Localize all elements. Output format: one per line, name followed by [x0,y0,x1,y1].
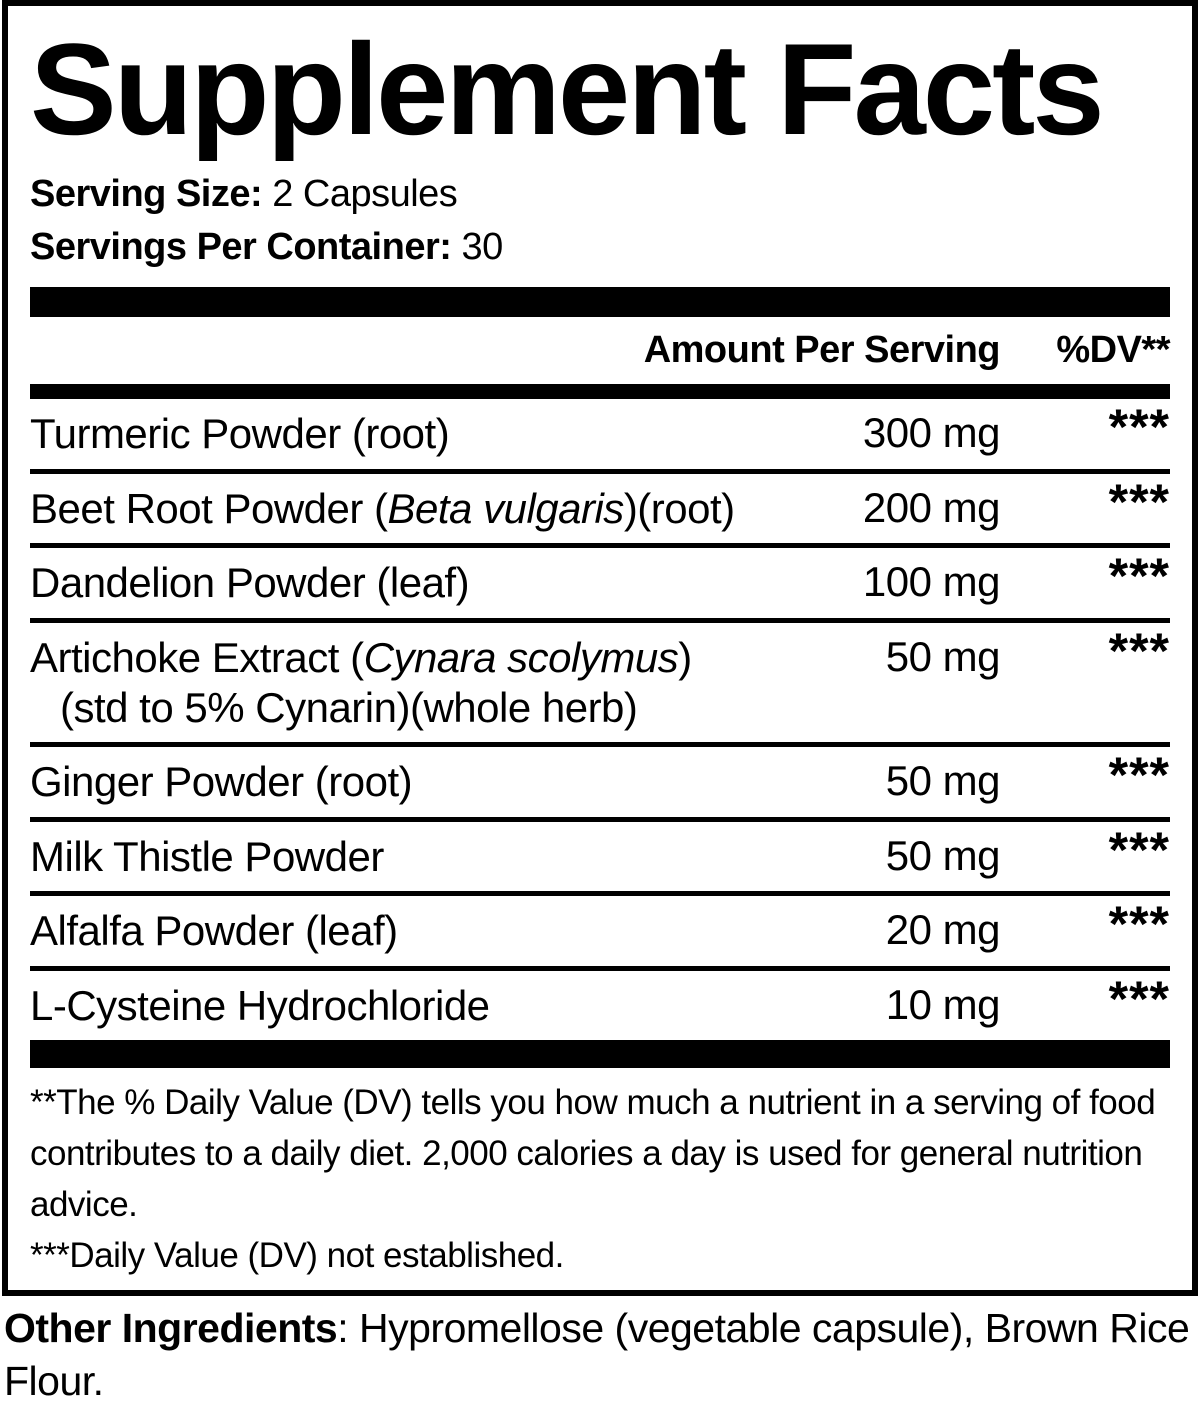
supplement-facts-panel: Supplement Facts Serving Size: 2 Capsule… [2,0,1198,1296]
table-header-row: Amount Per Serving %DV** [30,317,1171,384]
other-ingredients-value: : Hypromellose (vegetable capsule), Brow… [4,1305,1190,1405]
ingredient-name-text: Milk Thistle Powder [30,832,384,880]
ingredient-name-text: Artichoke Extract ( [30,634,364,682]
table-row: Turmeric Powder (root) 300 mg *** [30,399,1170,474]
other-ingredients: Other Ingredients: Hypromellose (vegetab… [4,1302,1194,1409]
ingredient-dv: *** [1108,399,1170,456]
servings-per-container-line: Servings Per Container: 30 [30,221,1170,274]
ingredient-botanical-name: Beta vulgaris [387,484,625,532]
ingredient-amount: 50 mg [885,633,1001,681]
ingredient-amount: 10 mg [885,980,1001,1028]
ingredient-name-text: Dandelion Powder (leaf) [30,559,470,607]
ingredient-name-line2: (std to 5% Cynarin)(whole herb) [60,683,638,731]
ingredient-name-text: Turmeric Powder (root) [30,410,450,458]
ingredient-name-text: Ginger Powder (root) [30,758,413,806]
ingredient-dv: *** [1108,896,1170,953]
table-row: Ginger Powder (root) 50 mg *** [30,747,1170,822]
ingredient-botanical-name: Cynara scolymus [363,634,679,682]
servings-per-container-label: Servings Per Container: [30,226,452,269]
ingredient-name: Alfalfa Powder (leaf) [30,906,840,956]
ingredient-amount: 300 mg [862,409,1001,457]
ingredient-dv: *** [1108,970,1170,1027]
other-ingredients-label: Other Ingredients [4,1305,338,1351]
ingredient-name-suffix: ) [678,634,692,682]
ingredient-name-suffix: )(root) [623,484,735,532]
ingredient-name: L-Cysteine Hydrochloride [30,981,840,1031]
ingredient-amount: 50 mg [885,831,1001,879]
table-row: Milk Thistle Powder 50 mg *** [30,822,1170,897]
table-row: Artichoke Extract (Cynara scolymus) (std… [30,623,1170,748]
amount-per-serving-header: Amount Per Serving [643,329,1001,372]
percent-dv-header: %DV** [1056,329,1170,372]
servings-per-container-value: 30 [451,226,503,269]
divider-bar-top [30,287,1170,318]
table-row: Dandelion Powder (leaf) 100 mg *** [30,548,1170,624]
ingredient-name: Milk Thistle Powder [30,832,840,882]
not-established-footnote: ***Daily Value (DV) not established. [30,1235,564,1275]
serving-size-label: Serving Size: [30,173,263,215]
table-row: Beet Root Powder (Beta vulgaris)(root) 2… [30,474,1170,549]
ingredient-table: Turmeric Powder (root) 300 mg *** Beet R… [30,399,1170,1040]
ingredient-name: Turmeric Powder (root) [30,409,840,459]
ingredient-amount: 100 mg [862,558,1001,606]
ingredient-amount: 50 mg [885,757,1001,805]
ingredient-name-text: Beet Root Powder ( [30,484,388,532]
table-row: L-Cysteine Hydrochloride 10 mg *** [30,971,1170,1041]
ingredient-name: Ginger Powder (root) [30,757,840,807]
ingredient-dv: *** [1108,623,1170,680]
ingredient-dv: *** [1108,747,1170,804]
daily-value-footnote: **The % Daily Value (DV) tells you how m… [30,1083,1156,1224]
ingredient-dv: *** [1108,548,1170,605]
ingredient-name: Artichoke Extract (Cynara scolymus) (std… [30,633,840,732]
ingredient-amount: 20 mg [885,906,1001,954]
footnotes: **The % Daily Value (DV) tells you how m… [30,1068,1170,1281]
ingredient-dv: *** [1108,473,1170,530]
table-row: Alfalfa Powder (leaf) 20 mg *** [30,896,1170,971]
ingredient-name-text: Alfalfa Powder (leaf) [30,907,398,955]
ingredient-dv: *** [1108,821,1170,878]
ingredient-name-text: L-Cysteine Hydrochloride [30,981,490,1029]
divider-bar-header [30,384,1170,400]
serving-size-line: Serving Size: 2 Capsules [30,168,1170,221]
divider-bar-bottom [30,1040,1170,1069]
ingredient-name: Dandelion Powder (leaf) [30,558,840,608]
page-title: Supplement Facts [30,16,1105,162]
ingredient-name: Beet Root Powder (Beta vulgaris)(root) [30,484,840,534]
serving-size-value: 2 Capsules [262,173,458,215]
ingredient-amount: 200 mg [862,483,1001,531]
